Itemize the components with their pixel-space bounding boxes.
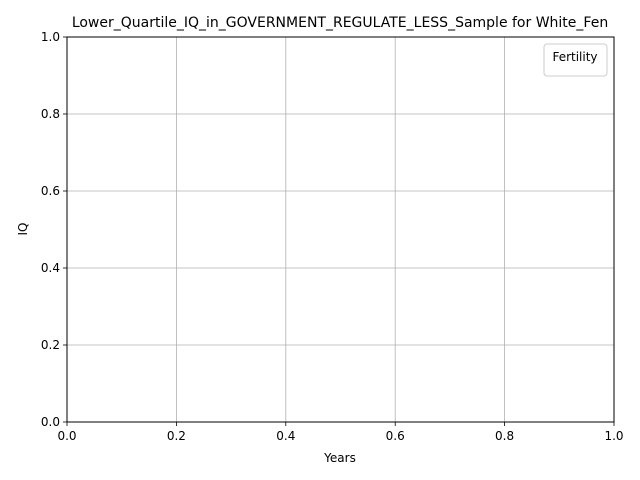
- grid: [66, 36, 615, 423]
- y-axis: 0.0 0.2 0.4 0.6 0.8 1.0: [41, 30, 67, 429]
- y-tick-label: 1.0: [41, 30, 60, 44]
- chart-title: Lower_Quartile_IQ_in_GOVERNMENT_REGULATE…: [72, 15, 608, 31]
- y-tick-label: 0.2: [41, 338, 60, 352]
- x-axis: 0.0 0.2 0.4 0.6 0.8 1.0: [57, 422, 624, 443]
- y-tick-label: 0.0: [41, 415, 60, 429]
- plot-area-frame: [66, 36, 615, 423]
- x-tick-label: 1.0: [604, 429, 623, 443]
- x-tick-label: 0.8: [495, 429, 514, 443]
- x-tick-label: 0.2: [167, 429, 186, 443]
- x-axis-label: Years: [323, 451, 356, 465]
- y-tick-label: 0.4: [41, 261, 60, 275]
- x-tick-label: 0.4: [276, 429, 295, 443]
- x-tick-label: 0.6: [386, 429, 405, 443]
- legend-title: Fertility: [552, 50, 597, 64]
- y-axis-label: IQ: [16, 223, 30, 236]
- x-tick-label: 0.0: [57, 429, 76, 443]
- y-tick-label: 0.6: [41, 184, 60, 198]
- y-tick-label: 0.8: [41, 107, 60, 121]
- legend: Fertility: [543, 43, 608, 77]
- legend-box: [543, 43, 608, 77]
